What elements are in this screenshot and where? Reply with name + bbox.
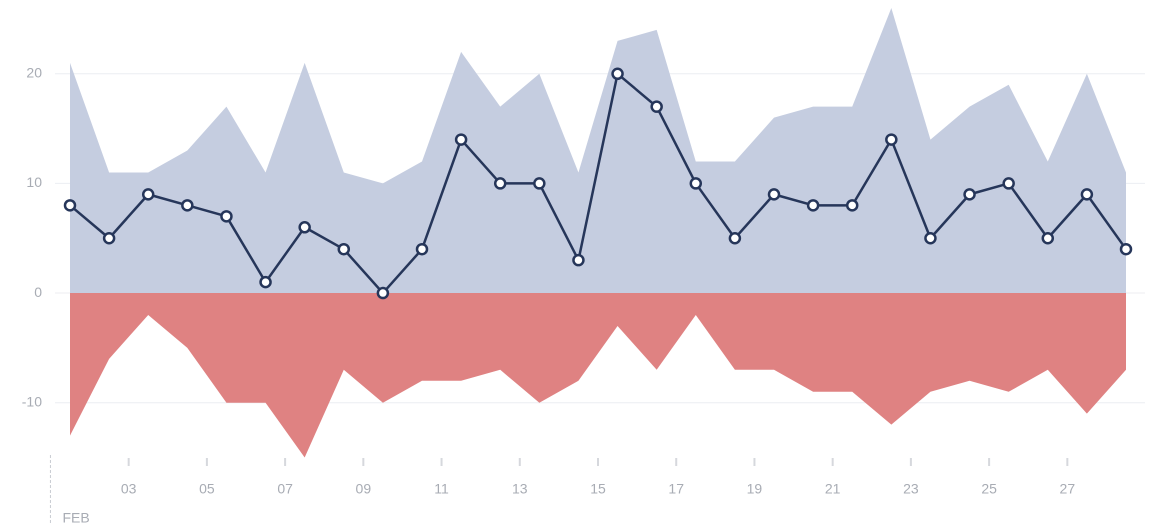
x-tick-label: 13: [512, 481, 528, 497]
point: [102, 231, 116, 245]
point: [1119, 242, 1133, 256]
point: [650, 100, 663, 113]
x-tick-label: 17: [668, 481, 684, 497]
y-tick-label: 0: [34, 284, 42, 300]
point: [845, 199, 859, 212]
y-tick-label: 20: [26, 64, 42, 80]
point: [181, 199, 194, 212]
y-tick-label: 10: [26, 174, 42, 190]
point: [885, 133, 898, 146]
point: [376, 286, 390, 300]
x-tick-label: 09: [356, 481, 372, 497]
point: [1080, 188, 1094, 201]
point: [259, 275, 272, 289]
point: [689, 177, 703, 190]
point: [298, 221, 311, 234]
point: [1002, 177, 1015, 190]
point: [806, 199, 820, 212]
point: [767, 188, 781, 201]
x-tick-label: 19: [747, 481, 763, 497]
x-tick-label: 03: [121, 481, 137, 497]
point: [611, 67, 624, 81]
point: [493, 177, 507, 190]
x-tick-label: 27: [1060, 481, 1076, 497]
point: [572, 253, 585, 267]
point: [63, 199, 77, 212]
x-tick-label: 07: [277, 481, 293, 497]
area: [70, 293, 1126, 458]
point: [415, 242, 429, 256]
point: [924, 231, 937, 245]
point: [728, 231, 742, 245]
x-tick-label: 11: [434, 481, 449, 497]
x-tick-label: 15: [590, 481, 606, 497]
line: [69, 72, 1128, 295]
y-tick-label: -10: [22, 393, 42, 409]
month-label: FEB: [62, 510, 89, 526]
point: [141, 188, 155, 201]
x-tick-label: 21: [825, 481, 841, 497]
point: [1041, 231, 1055, 245]
point: [963, 188, 976, 201]
x-tick-label: 23: [903, 481, 919, 497]
x-tick-label: 05: [199, 481, 215, 497]
point: [533, 177, 546, 190]
point: [454, 133, 468, 146]
point: [220, 210, 233, 223]
area: [70, 8, 1126, 294]
x-tick-label: 25: [981, 481, 997, 497]
point: [337, 242, 351, 256]
